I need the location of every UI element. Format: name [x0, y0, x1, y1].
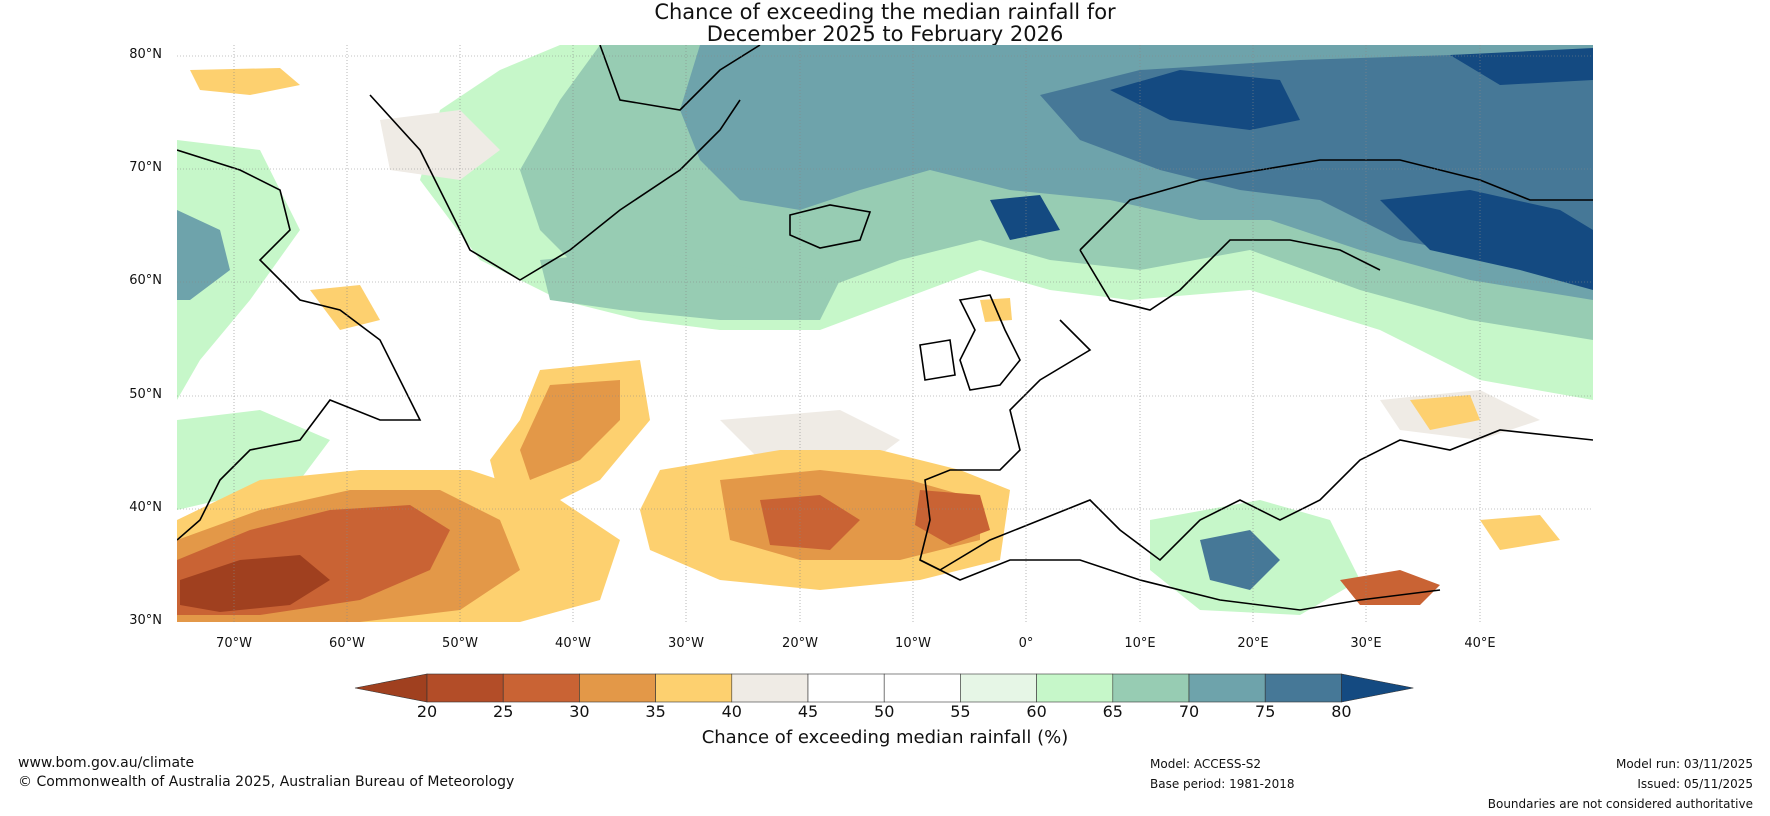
colorbar-tick-label: 50 — [874, 702, 895, 721]
wet-core-arctic — [1110, 70, 1300, 130]
europe-coast — [919, 319, 1593, 571]
british-isles-coast — [919, 294, 1021, 391]
chart-title-line1: Chance of exceeding the median rainfall … — [654, 0, 1116, 24]
colorbar-segment — [579, 673, 656, 703]
lon-label: 40°W — [555, 636, 591, 651]
lon-label: 40°E — [1464, 636, 1496, 651]
footer-model: Model: ACCESS-S2 — [1150, 757, 1262, 771]
colorbar-segment — [426, 673, 504, 703]
colorbar — [354, 673, 1414, 703]
colorbar-tick-label: 25 — [493, 702, 514, 721]
colorbar-tick-label: 65 — [1102, 702, 1123, 721]
colorbar-segment — [502, 673, 580, 703]
wet-med-core — [1200, 530, 1280, 590]
footer-website: www.bom.gov.au/climate — [18, 755, 195, 771]
colorbar-segment — [883, 673, 961, 703]
dry-nw-corner — [190, 68, 300, 95]
graticule — [177, 45, 1593, 622]
wet-west-mid — [177, 210, 230, 300]
colorbar-segment — [1264, 673, 1342, 703]
dry-turkey — [1410, 395, 1480, 430]
lat-label: 30°N — [129, 613, 162, 628]
greenland-coast — [369, 45, 761, 281]
colorbar-tick-label: 60 — [1026, 702, 1047, 721]
footer-disclaimer: Boundaries are not considered authoritat… — [1487, 797, 1753, 811]
dry-atlantic-tongue-core — [520, 380, 620, 480]
dry-middle-east — [1480, 515, 1560, 550]
colorbar-tick-label: 40 — [721, 702, 742, 721]
colorbar-extend-high — [1341, 673, 1414, 703]
colorbar-segment — [1036, 673, 1114, 703]
scandinavia-coast — [1079, 159, 1593, 311]
colorbar-tick-label: 80 — [1331, 702, 1352, 721]
colorbar-tick-label: 45 — [797, 702, 819, 721]
wet-core-russia — [1380, 190, 1593, 290]
footer-issued: Issued: 05/11/2025 — [1637, 777, 1753, 791]
wet-west-low — [177, 410, 330, 510]
iceland-coast — [789, 204, 872, 249]
colorbar-segment — [1112, 673, 1190, 703]
lon-label: 0° — [1018, 636, 1034, 651]
colorbar-tick-label: 75 — [1255, 702, 1276, 721]
lat-label: 70°N — [129, 160, 162, 175]
lon-label: 20°W — [782, 636, 818, 651]
dry-levant — [1340, 570, 1440, 605]
colorbar-segment — [655, 673, 733, 703]
lon-label: 20°E — [1237, 636, 1269, 651]
dry-sw-deep — [180, 555, 330, 612]
colorbar-segment — [731, 673, 809, 703]
colorbar-extend-low — [354, 673, 428, 703]
dry-iberia-core-2 — [915, 490, 990, 545]
lon-label: 10°W — [895, 636, 931, 651]
colorbar-title: Chance of exceeding median rainfall (%) — [701, 727, 1069, 748]
canada-coast — [177, 149, 422, 541]
lon-label: 30°W — [668, 636, 704, 651]
colorbar-segment — [960, 673, 1037, 703]
dry-labrador — [310, 285, 380, 330]
lon-label: 70°W — [216, 636, 252, 651]
lon-label: 50°W — [442, 636, 478, 651]
lat-label: 80°N — [129, 47, 162, 62]
colorbar-tick-label: 70 — [1178, 702, 1200, 721]
lon-label: 60°W — [329, 636, 365, 651]
wet-core-norway — [990, 195, 1060, 240]
footer-base-period: Base period: 1981-2018 — [1150, 777, 1295, 791]
footer-copyright: © Commonwealth of Australia 2025, Austra… — [18, 774, 515, 790]
colorbar-tick-label: 30 — [569, 702, 590, 721]
map-field — [177, 45, 1593, 622]
wet-west-coast — [177, 140, 300, 400]
neutral-patch-1 — [380, 110, 500, 180]
lon-label: 10°E — [1124, 636, 1156, 651]
lon-label: 30°E — [1350, 636, 1382, 651]
lat-label: 50°N — [129, 387, 162, 402]
colorbar-segment — [1188, 673, 1266, 703]
wet-core-ne — [1450, 48, 1593, 85]
colorbar-segment — [807, 673, 885, 703]
chart-title-line2: December 2025 to February 2026 — [706, 22, 1064, 46]
footer-model-run: Model run: 03/11/2025 — [1615, 757, 1753, 771]
lat-label: 40°N — [129, 500, 162, 515]
lat-label: 60°N — [129, 273, 162, 288]
colorbar-tick-label: 20 — [416, 702, 438, 721]
wet-mid-atlantic — [540, 250, 840, 320]
colorbar-tick-label: 35 — [645, 702, 666, 721]
colorbar-tick-label: 55 — [950, 702, 971, 721]
